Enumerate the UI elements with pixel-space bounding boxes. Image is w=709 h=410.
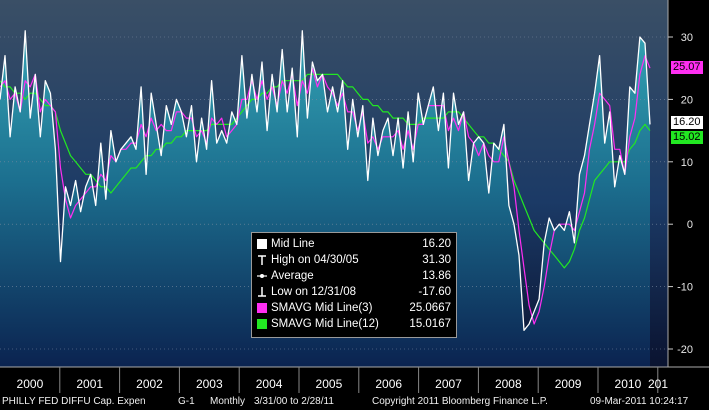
x-axis-panel [0,367,709,393]
legend-value: 16.20 [422,238,451,250]
legend-item-smavg-3: SMAVG Mid Line(3) 25.0667 [257,300,453,316]
y-axis-panel [668,0,709,367]
footer-title: PHILLY FED DIFFU Cap. Expen [2,396,146,407]
legend-label: High on 04/30/05 [271,254,359,266]
footer-bar: PHILLY FED DIFFU Cap. Expen G-1 Monthly … [0,393,709,410]
y-tick-label: -20 [677,344,693,356]
legend-label: SMAVG Mid Line(3) [271,302,373,314]
series-line-smavg-mid-line-12- [0,73,651,269]
legend-label: SMAVG Mid Line(12) [271,318,379,330]
legend: Mid Line 16.20 High on 04/30/05 31.30 Av… [251,232,457,338]
green-square-icon [257,319,267,329]
legend-label: Average [271,270,314,282]
x-tick-label: 2008 [495,377,522,391]
x-tick-label: 2010 [615,377,642,391]
mid-line-area [0,30,650,367]
legend-value: 31.30 [422,254,451,266]
x-tick-label: 2000 [17,377,44,391]
y-tick-label: -10 [677,282,693,294]
x-tick-label: 2001 [76,377,103,391]
white-square-icon [257,239,267,249]
legend-item-high: High on 04/30/05 31.30 [257,252,453,268]
legend-item-mid-line: Mid Line 16.20 [257,236,453,252]
low-marker-icon [258,287,266,297]
legend-value: 15.0167 [409,318,451,330]
footer-frequency: Monthly [210,396,246,407]
x-tick-label: 2002 [136,377,163,391]
legend-value: 25.0667 [409,302,451,314]
legend-value: -17.60 [418,286,451,298]
y-tick-label: 0 [687,219,693,231]
badge-smavg-3: 25.07 [671,60,703,74]
x-tick-label: 2009 [555,377,582,391]
average-marker-icon [257,274,267,278]
badge-mid-line: 16.20 [671,116,703,130]
high-marker-icon [258,255,266,265]
legend-label: Low on 12/31/08 [271,286,357,298]
footer-chart-id: G-1 [178,396,195,407]
legend-value: 13.86 [422,270,451,282]
legend-label: Mid Line [271,238,315,250]
legend-item-low: Low on 12/31/08 -17.60 [257,284,453,300]
y-tick-label: 10 [681,157,693,169]
x-tick-label: 2007 [435,377,462,391]
x-tick-label: 201 [648,377,668,391]
series-line-mid-line [0,30,651,331]
x-tick-label: 2005 [316,377,343,391]
badge-smavg-12: 15.02 [671,131,703,145]
y-tick-label: 20 [681,94,693,106]
legend-item-average: Average 13.86 [257,268,453,284]
footer-range: 3/31/00 to 2/28/11 [254,396,334,407]
legend-item-smavg-12: SMAVG Mid Line(12) 15.0167 [257,316,453,332]
x-tick-label: 2003 [196,377,223,391]
magenta-square-icon [257,303,267,313]
x-tick-label: 2004 [256,377,283,391]
x-tick-label: 2006 [375,377,402,391]
footer-copyright: Copyright 2011 Bloomberg Finance L.P. [372,396,548,407]
footer-timestamp: 09-Mar-2011 10:24:17 [590,396,689,407]
y-tick-label: 30 [681,32,693,44]
